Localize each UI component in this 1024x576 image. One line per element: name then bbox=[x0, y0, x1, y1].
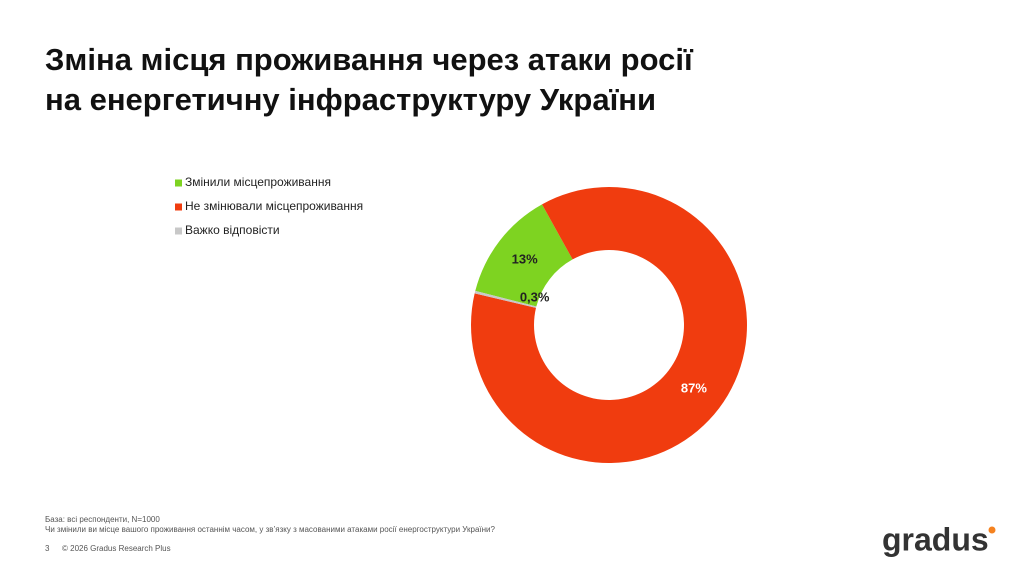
logo: gradus bbox=[882, 521, 989, 557]
donut-slice bbox=[475, 204, 573, 307]
donut-chart: Змінили місцепроживання Не змінювали місц… bbox=[175, 175, 747, 464]
legend-swatch bbox=[175, 227, 182, 235]
footer-base: База: всі респонденти, N=1000 bbox=[45, 515, 160, 524]
donut-slice bbox=[471, 187, 747, 464]
value-label: 0,3% bbox=[520, 290, 550, 305]
value-label: 87% bbox=[681, 381, 707, 396]
donut-slice bbox=[474, 290, 537, 308]
footer-question: Чи змінили ви місце вашого проживання ос… bbox=[45, 525, 495, 534]
page-number: 3 bbox=[45, 544, 50, 553]
legend-label: Змінили місцепроживання bbox=[185, 175, 331, 189]
logo-dot bbox=[988, 526, 996, 534]
title-line: на енергетичну інфраструктуру України bbox=[45, 82, 656, 117]
title-line: Зміна місця проживання через атаки росії bbox=[45, 42, 694, 77]
legend-swatch bbox=[175, 179, 182, 187]
copyright: © 2026 Gradus Research Plus bbox=[62, 544, 171, 553]
legend-label: Не змінювали місцепроживання bbox=[185, 199, 363, 213]
legend-swatch bbox=[175, 203, 182, 211]
value-label: 13% bbox=[512, 251, 538, 266]
legend-label: Важко відповісти bbox=[185, 223, 280, 237]
